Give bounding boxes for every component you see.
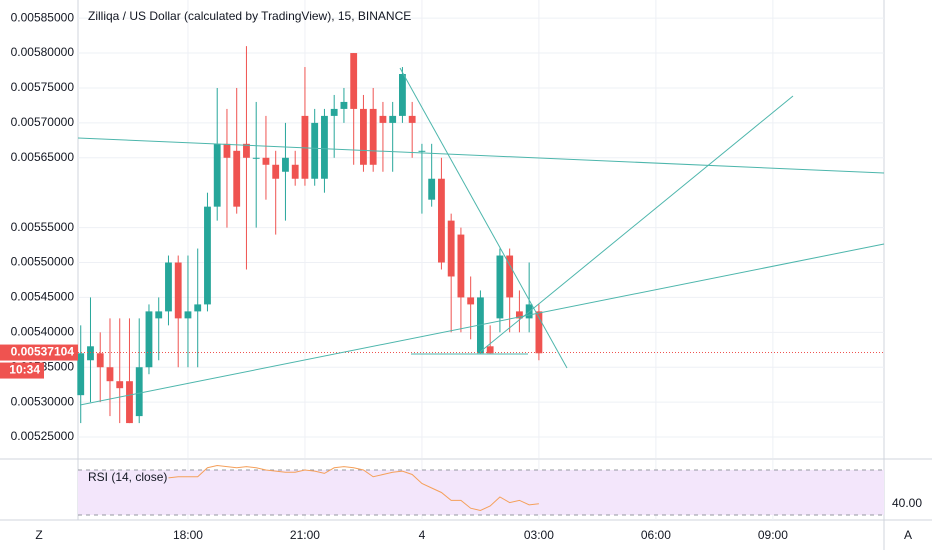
candle-body	[77, 353, 85, 396]
candle-body	[535, 311, 543, 354]
countdown-label: 10:34	[9, 363, 40, 377]
candle-body	[330, 108, 338, 116]
candle-body	[291, 164, 299, 179]
candle-body	[467, 297, 475, 305]
candle-body	[272, 164, 280, 179]
candle-body	[223, 143, 231, 158]
trend-line	[77, 137, 885, 174]
x-tick-label: 18:00	[173, 528, 203, 542]
button-label[interactable]: A	[904, 528, 912, 542]
x-tick-label: 03:00	[524, 528, 554, 542]
x-tick-label: 06:00	[641, 528, 671, 542]
candle-body	[204, 206, 211, 305]
candle-body	[408, 115, 416, 123]
candle-body	[379, 115, 387, 123]
candle-body	[321, 115, 328, 179]
candle-body	[340, 101, 348, 109]
overlay: 18:00 21:00 4 03:00 06:00 09:00 0.00525000 0.00…	[0, 10, 922, 542]
y-tick-label: 0.00530000	[11, 394, 75, 408]
rsi-value-label: 40.00	[892, 496, 922, 510]
trend-line	[479, 95, 794, 353]
rsi-line	[168, 465, 539, 511]
x-tick-label: 4	[419, 528, 426, 542]
candle-body	[145, 311, 153, 368]
candle-body	[87, 346, 94, 361]
candle-body	[447, 220, 455, 277]
y-tick-label: 0.00555000	[11, 220, 75, 234]
button-label[interactable]: Z	[35, 528, 42, 542]
candle-body	[252, 157, 260, 159]
candle-body	[350, 53, 358, 109]
candle-body	[155, 311, 163, 319]
candle-body	[515, 311, 523, 319]
candle-body	[496, 255, 504, 319]
y-tick-label: 0.00570000	[11, 115, 75, 129]
candle-body	[389, 115, 397, 123]
trend-line	[79, 243, 885, 406]
candle-body	[213, 143, 221, 207]
y-tick-label: 0.00575000	[11, 80, 75, 94]
grid	[78, 0, 884, 520]
candle-body	[165, 262, 172, 312]
y-tick-label: 0.00580000	[11, 45, 75, 59]
trend-lines	[77, 67, 885, 406]
y-tick-label: 0.00585000	[11, 10, 75, 24]
candle-body	[486, 346, 494, 354]
candle-body	[301, 115, 309, 179]
candle-body	[457, 234, 465, 298]
candle-body	[369, 108, 377, 165]
button[interactable]	[898, 526, 918, 546]
trend-line	[399, 67, 568, 369]
y-tick-label: 0.00550000	[11, 255, 75, 269]
candle-body	[106, 367, 114, 382]
last-price-label: 0.00537104	[11, 345, 75, 359]
candle-body	[311, 122, 319, 179]
candle-body	[438, 178, 445, 263]
chart-title: Zilliqa / US Dollar (calculated by Tradi…	[88, 9, 411, 23]
rsi-title: RSI (14, close)	[88, 470, 167, 484]
candle-body	[506, 255, 514, 298]
candle-body	[184, 311, 192, 319]
last-price-box	[0, 344, 78, 361]
candle-body	[116, 381, 124, 389]
candle-body	[243, 143, 250, 158]
y-tick-label: 0.00545000	[11, 290, 75, 304]
y-tick-label: 0.00565000	[11, 150, 75, 164]
countdown-box	[0, 362, 44, 379]
marks	[77, 46, 884, 511]
candle-body	[428, 178, 436, 200]
candle-body	[418, 150, 426, 152]
candle-body	[194, 304, 202, 312]
candle-body	[174, 262, 182, 319]
candle-body	[262, 157, 270, 165]
rsi-band	[78, 470, 884, 515]
candle-body	[399, 74, 406, 116]
y-tick-label: 0.00540000	[11, 325, 75, 339]
candle-body	[126, 381, 133, 424]
x-tick-label: 21:00	[290, 528, 320, 542]
candle-body	[360, 108, 367, 165]
candle-body	[135, 367, 143, 417]
candle-body	[233, 150, 241, 207]
x-tick-label: 09:00	[758, 528, 788, 542]
y-tick-label: 0.00525000	[11, 429, 75, 443]
candle-body	[96, 353, 104, 368]
candle-body	[477, 297, 484, 354]
candle-body	[282, 157, 289, 172]
button[interactable]	[29, 526, 49, 546]
